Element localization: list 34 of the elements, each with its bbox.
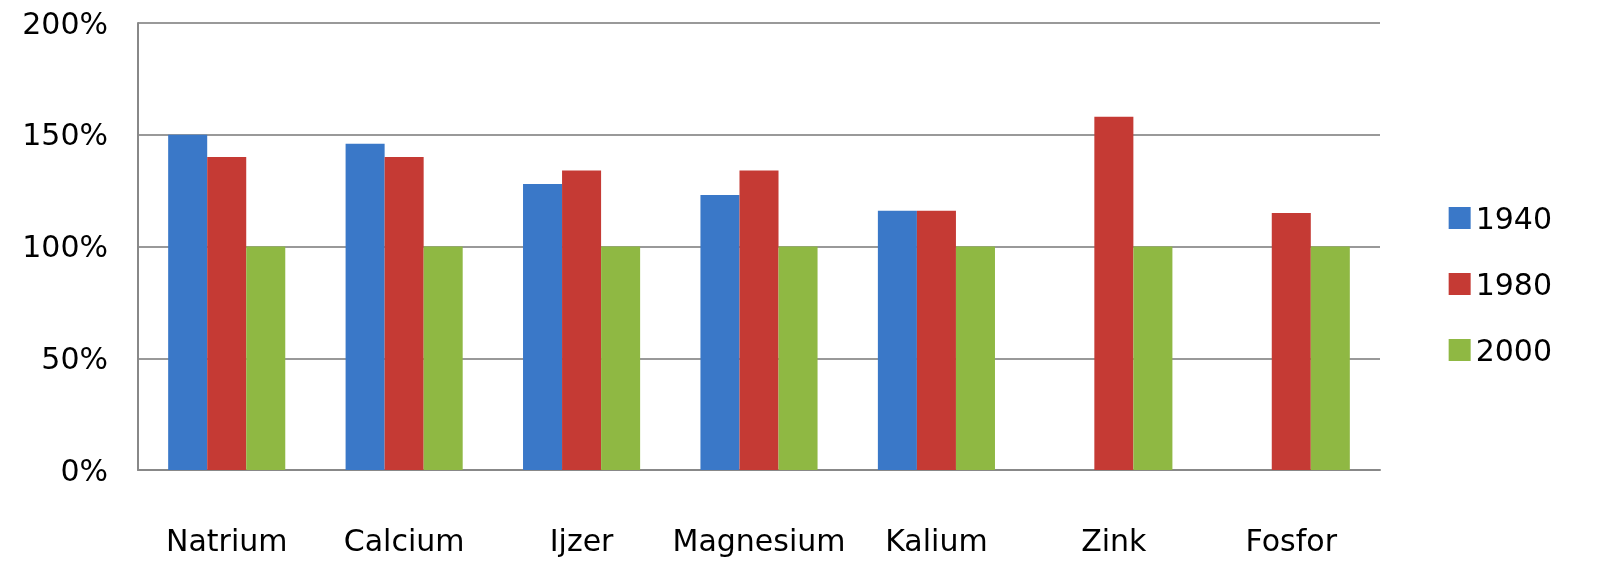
bar bbox=[739, 170, 779, 470]
bar bbox=[1133, 246, 1173, 470]
x-tick-label: Calcium bbox=[343, 522, 465, 558]
bar bbox=[384, 157, 424, 470]
x-tick-label: Fosfor bbox=[1245, 522, 1338, 558]
y-tick-label: 150% bbox=[22, 117, 108, 153]
bar bbox=[1271, 212, 1311, 470]
x-tick-label: Natrium bbox=[165, 522, 288, 558]
bar bbox=[523, 183, 563, 470]
bar bbox=[207, 157, 247, 470]
bar bbox=[1310, 246, 1350, 470]
bar bbox=[246, 246, 286, 470]
legend-label: 1940 bbox=[1475, 200, 1553, 236]
bar bbox=[601, 246, 641, 470]
bar bbox=[955, 246, 995, 470]
bar bbox=[423, 246, 463, 470]
bar bbox=[1094, 116, 1134, 470]
bar bbox=[778, 246, 818, 470]
legend-label: 1980 bbox=[1475, 266, 1553, 302]
y-tick-label: 100% bbox=[22, 229, 108, 264]
x-tick-label: Ijzer bbox=[549, 522, 615, 558]
legend-label: 2000 bbox=[1475, 332, 1553, 368]
bar bbox=[345, 143, 385, 470]
y-tick-label: 0% bbox=[60, 452, 108, 488]
x-tick-label: Magnesium bbox=[672, 522, 846, 558]
bar bbox=[562, 170, 602, 470]
bar bbox=[916, 210, 956, 470]
bar bbox=[877, 210, 917, 470]
x-tick-label: Zink bbox=[1081, 522, 1148, 558]
y-tick-label: 200% bbox=[22, 5, 108, 41]
y-tick-label: 50% bbox=[41, 340, 108, 376]
bar bbox=[700, 195, 740, 470]
bar bbox=[168, 134, 208, 470]
x-tick-label: Kalium bbox=[885, 522, 988, 558]
